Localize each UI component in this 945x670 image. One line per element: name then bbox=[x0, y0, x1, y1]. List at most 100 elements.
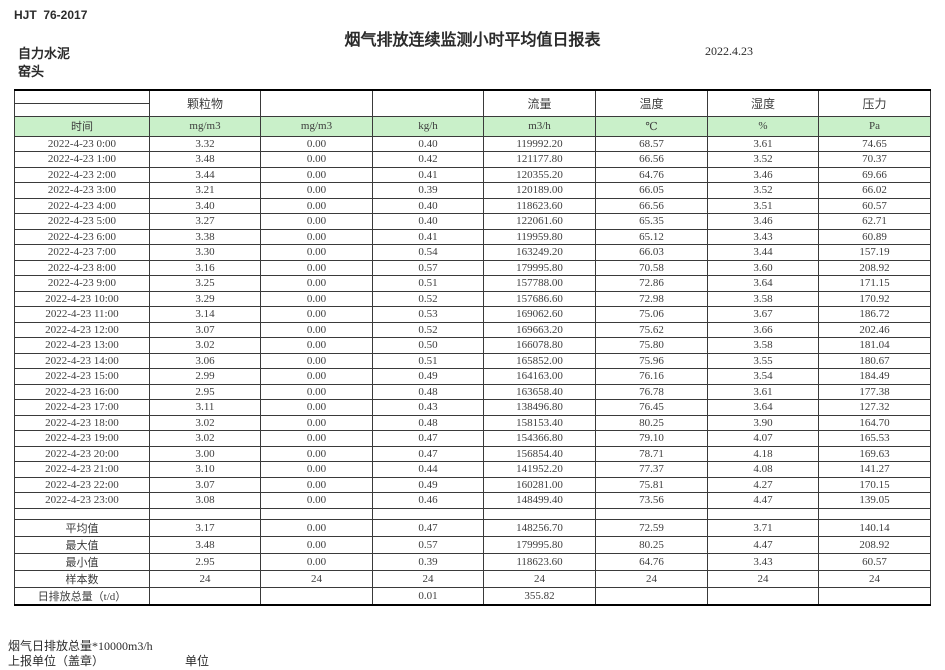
value-cell: 80.25 bbox=[595, 414, 708, 431]
value-cell: 0.00 bbox=[260, 197, 373, 214]
value-cell: 4.18 bbox=[707, 445, 819, 462]
value-cell: 3.66 bbox=[707, 321, 819, 338]
monitoring-point-name: 窑头 bbox=[18, 64, 45, 79]
value-cell: 3.27 bbox=[149, 213, 261, 230]
value-cell: 0.00 bbox=[260, 135, 373, 152]
value-cell: 3.48 bbox=[149, 535, 261, 554]
summary-row: 最大值 3.48 0.00 0.57 179995.80 80.25 4.47 208.92 bbox=[14, 535, 931, 554]
table-row: 2022-4-23 4:00 3.40 0.00 0.40 118623.60 66.56… bbox=[14, 197, 931, 214]
table-row: 2022-4-23 13:00 3.02 0.00 0.50 166078.80 75.8… bbox=[14, 337, 931, 354]
value-cell bbox=[149, 507, 261, 520]
value-cell: 208.92 bbox=[818, 259, 931, 276]
value-cell bbox=[595, 586, 708, 605]
value-cell bbox=[707, 507, 819, 520]
value-cell: 24 bbox=[260, 569, 373, 588]
value-cell: 0.00 bbox=[260, 337, 373, 354]
value-cell: 0.00 bbox=[260, 399, 373, 416]
value-cell: 60.57 bbox=[818, 197, 931, 214]
header-empty-1 bbox=[260, 89, 373, 117]
time-cell: 2022-4-23 23:00 bbox=[14, 492, 150, 509]
header-particulate: 颗粒物 bbox=[149, 89, 261, 117]
value-cell: 3.06 bbox=[149, 352, 261, 369]
value-cell: 70.58 bbox=[595, 259, 708, 276]
time-cell: 2022-4-23 2:00 bbox=[14, 166, 150, 183]
value-cell: 60.57 bbox=[818, 552, 931, 571]
value-cell: 148499.40 bbox=[483, 492, 596, 509]
value-cell: 180.67 bbox=[818, 352, 931, 369]
value-cell: 3.10 bbox=[149, 461, 261, 478]
value-cell: 170.92 bbox=[818, 290, 931, 307]
table-row: 2022-4-23 23:00 3.08 0.00 0.46 148499.40 73.5… bbox=[14, 492, 931, 509]
value-cell: 68.57 bbox=[595, 135, 708, 152]
value-cell: 3.54 bbox=[707, 368, 819, 385]
value-cell: 0.00 bbox=[260, 352, 373, 369]
value-cell: 169062.60 bbox=[483, 306, 596, 323]
value-cell: 3.58 bbox=[707, 337, 819, 354]
value-cell: 24 bbox=[483, 569, 596, 588]
value-cell: 0.00 bbox=[260, 535, 373, 554]
daily-total-label-cell: 日排放总量（t/d） bbox=[14, 586, 150, 605]
value-cell: 0.00 bbox=[260, 182, 373, 199]
summary-label-cell: 最大值 bbox=[14, 535, 150, 554]
table-row: 2022-4-23 11:00 3.14 0.00 0.53 169062.60 75.0… bbox=[14, 306, 931, 323]
table-row: 2022-4-23 19:00 3.02 0.00 0.47 154366.80 79.1… bbox=[14, 430, 931, 447]
value-cell: 0.00 bbox=[260, 228, 373, 245]
value-cell: 3.43 bbox=[707, 552, 819, 571]
value-cell: 79.10 bbox=[595, 430, 708, 447]
standard-code: HJT 76-2017 bbox=[14, 8, 88, 22]
value-cell: 3.52 bbox=[707, 182, 819, 199]
table-row: 2022-4-23 12:00 3.07 0.00 0.52 169663.20 75.6… bbox=[14, 321, 931, 338]
value-cell: 72.59 bbox=[595, 518, 708, 537]
value-cell: 0.00 bbox=[260, 476, 373, 493]
value-cell: 0.00 bbox=[260, 151, 373, 168]
value-cell: 0.39 bbox=[372, 552, 484, 571]
header-pressure: 压力 bbox=[818, 89, 931, 117]
value-cell: 120189.00 bbox=[483, 182, 596, 199]
value-cell: 0.00 bbox=[260, 383, 373, 400]
value-cell: 72.86 bbox=[595, 275, 708, 292]
value-cell: 0.40 bbox=[372, 197, 484, 214]
value-cell: 3.64 bbox=[707, 399, 819, 416]
value-cell: 181.04 bbox=[818, 337, 931, 354]
value-cell: 2.99 bbox=[149, 368, 261, 385]
table-row: 2022-4-23 6:00 3.38 0.00 0.41 119959.80 65.12… bbox=[14, 228, 931, 245]
table-row: 2022-4-23 9:00 3.25 0.00 0.51 157788.00 72.86… bbox=[14, 275, 931, 292]
reporting-unit-label: 上报单位（盖章） bbox=[8, 654, 105, 668]
header-time: 时间 bbox=[14, 115, 150, 137]
value-cell: 75.81 bbox=[595, 476, 708, 493]
value-cell: 72.98 bbox=[595, 290, 708, 307]
value-cell: 77.37 bbox=[595, 461, 708, 478]
value-cell: 164163.00 bbox=[483, 368, 596, 385]
unit-pa: Pa bbox=[818, 115, 931, 137]
value-cell: 73.56 bbox=[595, 492, 708, 509]
value-cell: 3.64 bbox=[707, 275, 819, 292]
value-cell: 157686.60 bbox=[483, 290, 596, 307]
value-cell: 166078.80 bbox=[483, 337, 596, 354]
value-cell: 165.53 bbox=[818, 430, 931, 447]
value-cell: 0.48 bbox=[372, 383, 484, 400]
table-row: 2022-4-23 14:00 3.06 0.00 0.51 165852.00 75.9… bbox=[14, 352, 931, 369]
value-cell: 355.82 bbox=[483, 586, 596, 605]
value-cell: 66.03 bbox=[595, 244, 708, 261]
footer-note: 烟气日排放总量*10000m3/h bbox=[8, 639, 153, 653]
value-cell: 0.40 bbox=[372, 213, 484, 230]
value-cell: 3.16 bbox=[149, 259, 261, 276]
value-cell: 3.02 bbox=[149, 430, 261, 447]
value-cell: 4.07 bbox=[707, 430, 819, 447]
value-cell: 4.47 bbox=[707, 535, 819, 554]
value-cell: 3.46 bbox=[707, 213, 819, 230]
table-row: 2022-4-23 16:00 2.95 0.00 0.48 163658.40 76.7… bbox=[14, 383, 931, 400]
unit-header-row: 时间 mg/m3 mg/m3 kg/h m3/h ℃ % Pa bbox=[14, 115, 931, 137]
value-cell: 0.00 bbox=[260, 166, 373, 183]
value-cell: 139.05 bbox=[818, 492, 931, 509]
value-cell: 0.00 bbox=[260, 275, 373, 292]
time-cell: 2022-4-23 4:00 bbox=[14, 197, 150, 214]
value-cell bbox=[707, 586, 819, 605]
value-cell: 3.71 bbox=[707, 518, 819, 537]
value-cell: 66.56 bbox=[595, 151, 708, 168]
value-cell: 119959.80 bbox=[483, 228, 596, 245]
value-cell bbox=[260, 507, 373, 520]
table-row: 2022-4-23 8:00 3.16 0.00 0.57 179995.80 70.58… bbox=[14, 259, 931, 276]
header-spacer-cell bbox=[14, 89, 150, 104]
value-cell bbox=[818, 586, 931, 605]
